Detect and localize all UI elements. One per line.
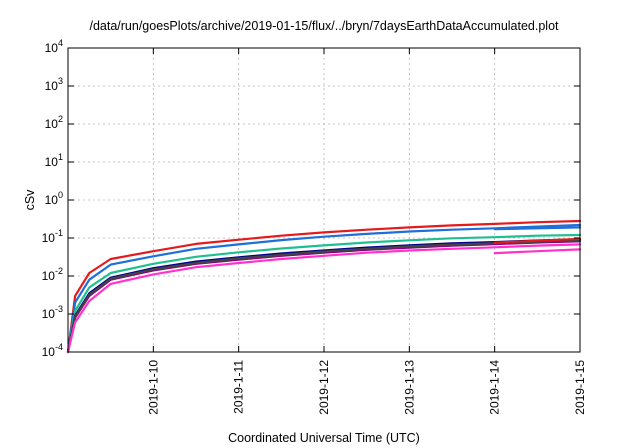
x-tick-label: 2019-1-10	[146, 360, 160, 415]
y-tick-label: 10-1	[42, 228, 63, 245]
y-axis-title: cSv	[23, 189, 37, 211]
grid	[68, 48, 580, 352]
y-tick-label: 10-3	[42, 304, 63, 321]
series-line-3	[66, 233, 582, 354]
chart-title: /data/run/goesPlots/archive/2019-01-15/f…	[89, 19, 559, 33]
series-line-2	[66, 223, 582, 354]
y-tick-label: 103	[45, 76, 63, 93]
ticks: 10-4 10-3 10-2 10-1 100 101 102 103 104 2019-1-10…	[42, 38, 587, 415]
y-tick-label: 100	[45, 190, 63, 207]
series-line-9	[493, 237, 582, 244]
series-line-8	[493, 248, 582, 255]
y-tick-label: 10-4	[42, 342, 63, 359]
series-line-6	[66, 239, 582, 354]
series-line-10	[493, 226, 582, 231]
x-tick-label: 2019-1-15	[573, 360, 587, 415]
y-tick-label: 10-2	[42, 266, 63, 283]
y-tick-label: 101	[45, 152, 63, 169]
series-line-1	[66, 219, 582, 354]
x-axis-title: Coordinated Universal Time (UTC)	[228, 431, 420, 445]
x-tick-label: 2019-1-14	[488, 360, 502, 415]
series-line-7	[66, 243, 582, 354]
series-group	[66, 219, 582, 354]
y-tick-label: 104	[45, 38, 63, 55]
x-tick-label: 2019-1-12	[317, 360, 331, 415]
y-tick-label: 102	[45, 114, 63, 131]
x-tick-label: 2019-1-11	[232, 360, 246, 414]
x-tick-label: 2019-1-13	[402, 360, 416, 415]
